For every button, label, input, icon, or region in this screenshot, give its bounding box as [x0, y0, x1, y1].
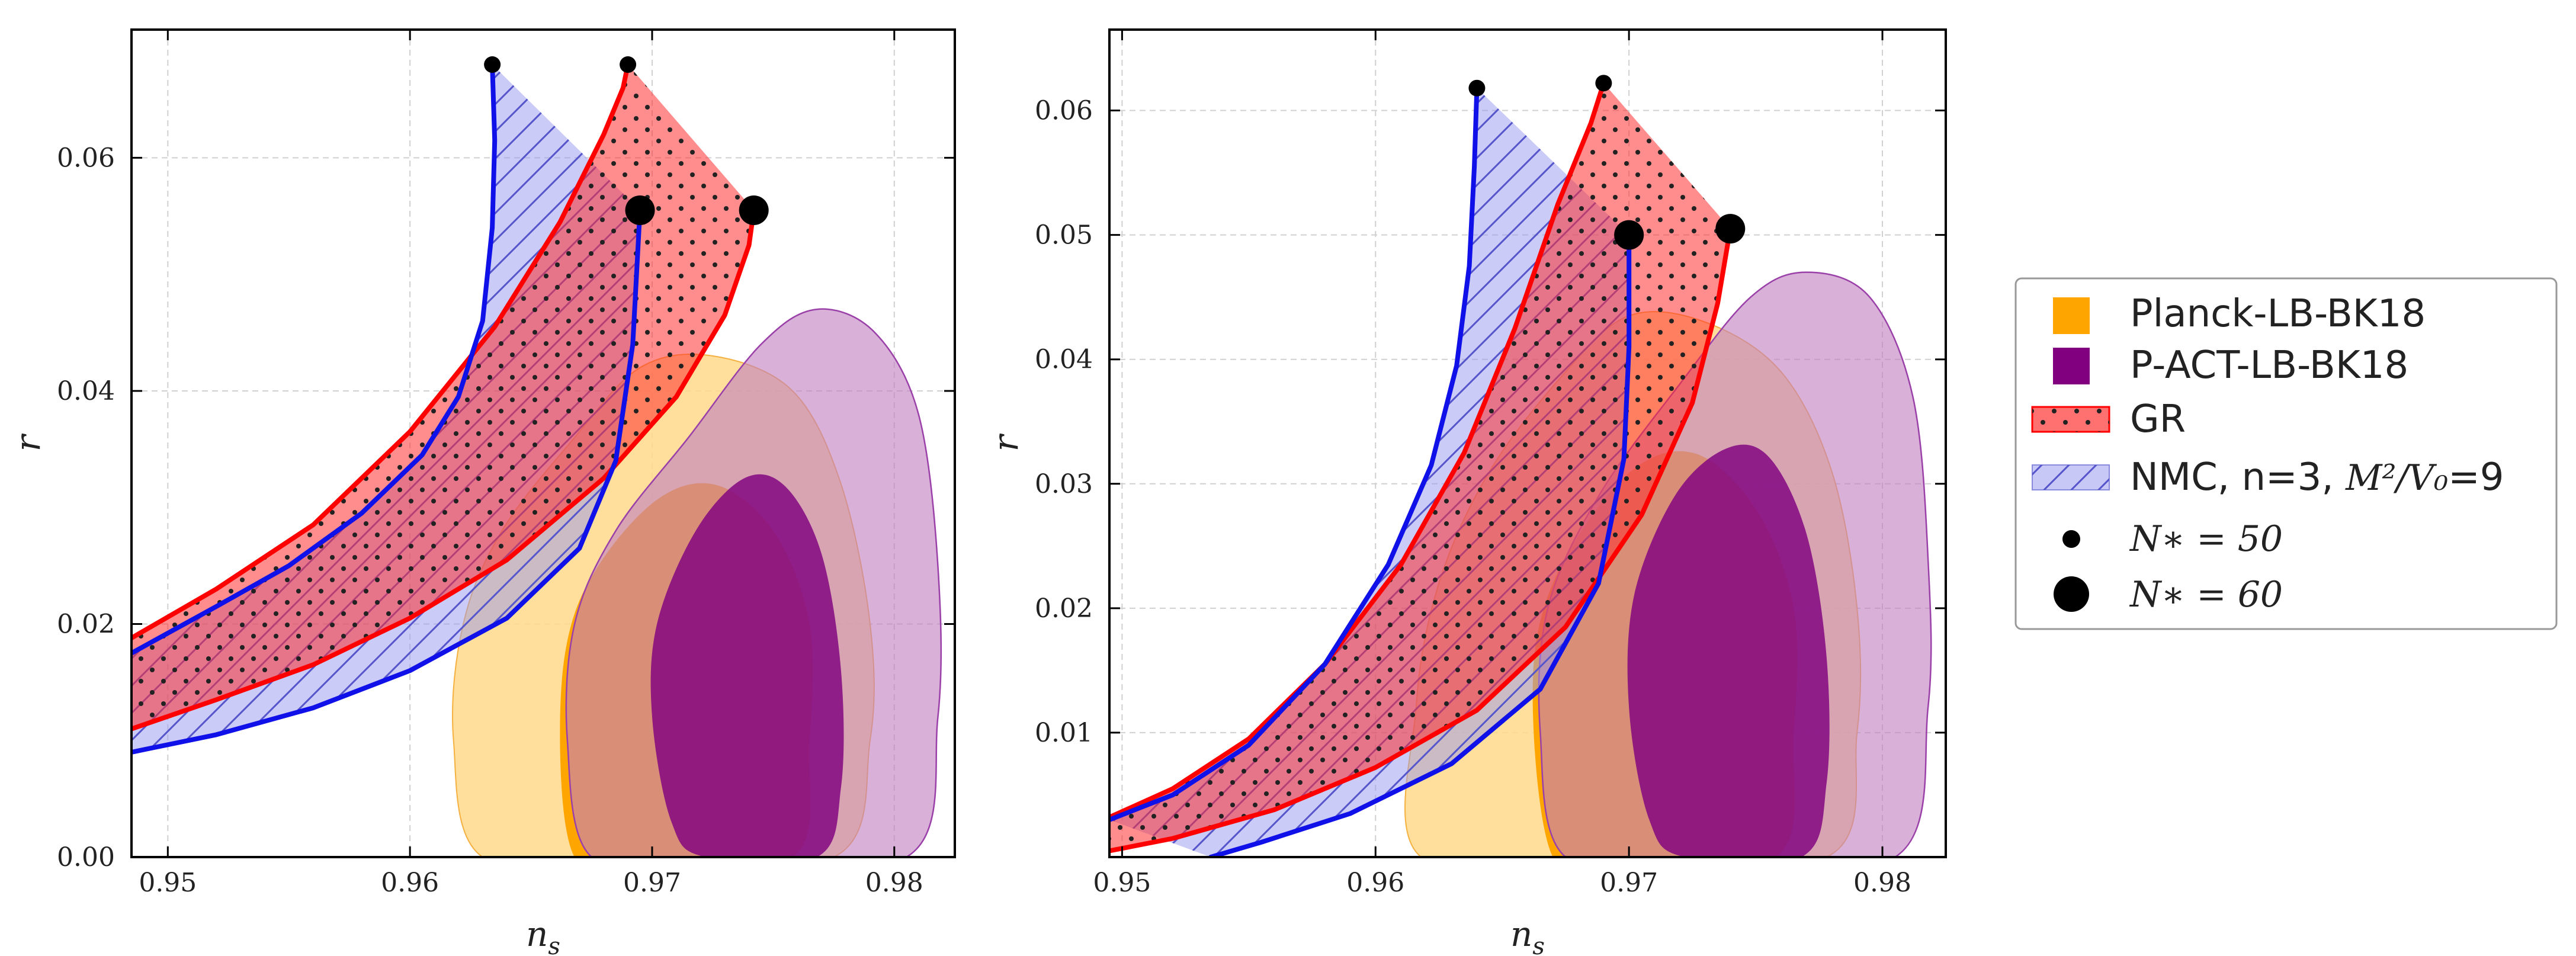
- nmc-n60-point: [625, 195, 655, 225]
- gr-n60-line: [1109, 226, 1733, 854]
- y-tick-label: 0.04: [1035, 345, 1093, 375]
- gr-n50-line: [131, 62, 631, 641]
- axes-frame: [1108, 28, 1947, 858]
- planck-swatch: [2053, 297, 2090, 334]
- legend-nmc-prefix: NMC, n=3,: [2130, 455, 2346, 499]
- gr-swatch-hatch: [2032, 407, 2109, 432]
- nmc-n50-point: [1468, 79, 1486, 97]
- axes-frame: [130, 28, 956, 858]
- y-tick-label: 0.00: [57, 842, 115, 872]
- nmc-swatch-hatch: [2032, 465, 2109, 490]
- legend: Planck-LB-BK18 P-ACT-LB-BK18 GR NMC, n=3…: [2014, 277, 2558, 630]
- gr-n60-point: [739, 195, 769, 225]
- x-tick-label: 0.98: [1853, 868, 1911, 898]
- nmc-n50-line: [131, 62, 498, 656]
- pact-swatch: [2053, 348, 2090, 384]
- x-tick-label: 0.96: [381, 868, 439, 898]
- y-tick-label: 0.01: [1035, 718, 1093, 748]
- legend-label-gr: GR: [2130, 397, 2186, 441]
- pact-inner-contour: [650, 474, 844, 857]
- legend-label-n60: N∗ = 60: [2129, 574, 2283, 615]
- x-tick-label: 0.95: [1093, 868, 1151, 898]
- legend-nmc-suffix: =9: [2448, 455, 2504, 499]
- y-axis-label: r: [986, 433, 1026, 451]
- pact-inner-contour: [1627, 444, 1830, 857]
- n60-marker: [2054, 576, 2089, 612]
- y-tick-label: 0.03: [1035, 469, 1093, 499]
- x-tick-label: 0.95: [139, 868, 197, 898]
- x-axis-label: ns: [1510, 914, 1545, 956]
- nmc-n60-line: [131, 208, 643, 755]
- x-tick-label: 0.97: [623, 868, 681, 898]
- legend-label-pact: P-ACT-LB-BK18: [2130, 344, 2408, 387]
- nmc-n60-point: [1614, 220, 1644, 250]
- plot-contents: [1109, 81, 1932, 857]
- nmc-n50-line: [1109, 85, 1480, 822]
- legend-label-n50: N∗ = 50: [2129, 518, 2283, 560]
- right-panel: 0.95 0.96 0.97 0.98 0.01 0.02 0.03 0.04 0.05 0.06…: [986, 28, 1947, 956]
- gr-band-hatch: [1109, 83, 1731, 851]
- left-panel: 0.95 0.96 0.97 0.98 0.00 0.02 0.04 0.06 ns r: [8, 28, 956, 956]
- gr-n60-point: [1715, 214, 1746, 244]
- y-tick-label: 0.06: [1035, 96, 1093, 126]
- nmc-n60-line: [1208, 232, 1632, 857]
- gr-n50-point: [1595, 75, 1612, 92]
- legend-frame: [2014, 277, 2558, 630]
- nmc-n50-point: [484, 56, 501, 73]
- x-axis-label: ns: [526, 914, 560, 956]
- y-axis-label: r: [8, 433, 48, 451]
- gr-n60-line: [131, 208, 756, 732]
- y-tick-label: 0.04: [57, 376, 115, 406]
- legend-label-nmc: NMC, n=3, M²/V₀=9: [2130, 455, 2504, 499]
- gr-n50-point: [620, 56, 637, 73]
- y-tick-label: 0.02: [1035, 594, 1093, 624]
- y-tick-label: 0.06: [57, 143, 115, 173]
- legend-label-planck: Planck-LB-BK18: [2130, 292, 2426, 336]
- y-tick-label: 0.02: [57, 609, 115, 639]
- x-tick-label: 0.96: [1346, 868, 1404, 898]
- legend-nmc-math: M²/V₀: [2345, 457, 2448, 499]
- plot-contents: [131, 62, 942, 857]
- y-tick-label: 0.05: [1035, 220, 1093, 251]
- gr-n50-line: [1109, 81, 1606, 820]
- nmc-band-hatch: [131, 65, 640, 752]
- x-tick-label: 0.97: [1600, 868, 1658, 898]
- n50-marker: [2062, 530, 2080, 548]
- gr-band-hatch: [131, 65, 754, 729]
- x-tick-label: 0.98: [865, 868, 923, 898]
